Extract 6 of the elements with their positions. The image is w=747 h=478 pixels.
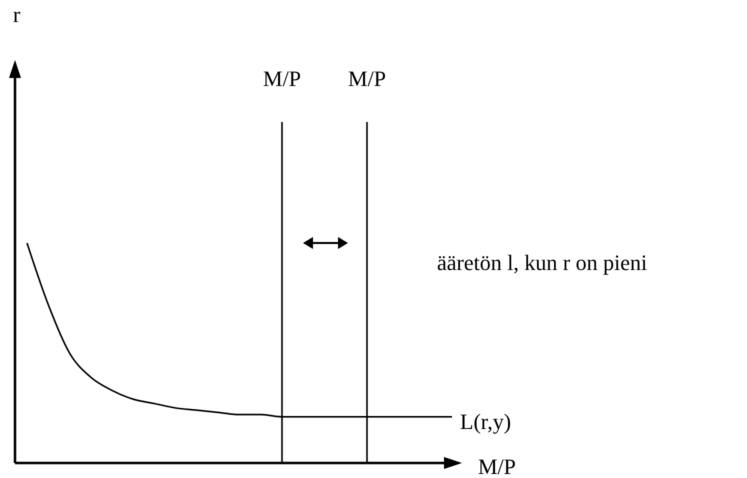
annotation: ääretön l, kun r on pieni bbox=[437, 250, 648, 275]
text: M/P bbox=[263, 66, 301, 91]
x-axis-title: M/P bbox=[478, 454, 516, 478]
text: r bbox=[13, 2, 21, 27]
text: M/P bbox=[348, 66, 386, 91]
series-label: L(r,y) bbox=[460, 408, 512, 434]
